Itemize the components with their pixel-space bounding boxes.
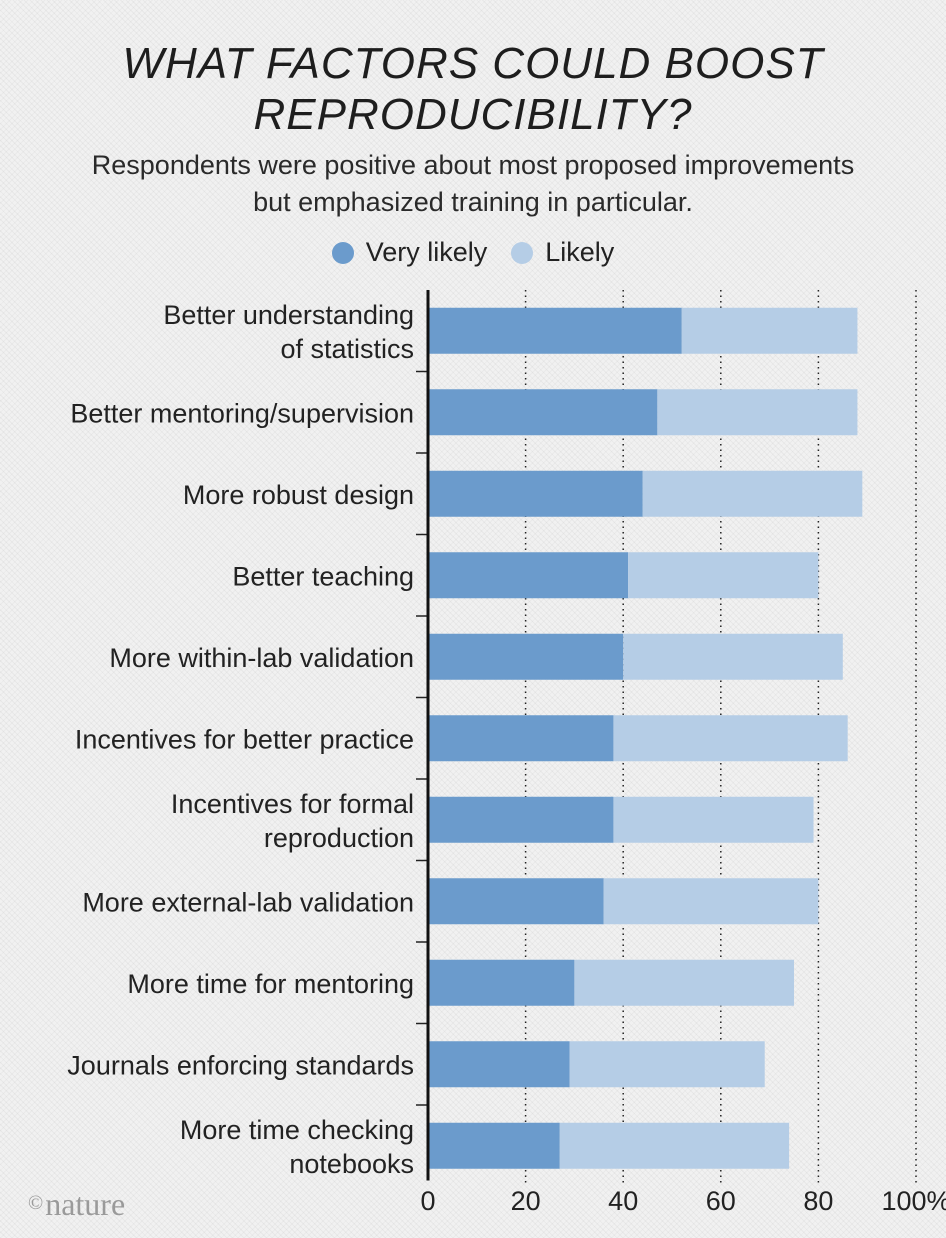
bar-very-likely-journals-enforcing-standards: [428, 1041, 570, 1088]
bar-very-likely-more-external-lab-validation: [428, 878, 604, 925]
x-tick-label-20: 20: [511, 1186, 541, 1216]
bar-likely-more-external-lab-validation: [603, 878, 819, 925]
bar-likely-better-mentoring-supervision: [657, 389, 858, 436]
x-tick-label-40: 40: [608, 1186, 638, 1216]
bar-likely-more-within-lab-validation: [623, 633, 843, 680]
bar-very-likely-better-understanding-of-statistics: [428, 307, 682, 354]
bar-very-likely-better-teaching: [428, 552, 629, 599]
category-label-11-line-1: More time checking: [180, 1115, 414, 1145]
x-tick-label-100: 100%: [881, 1186, 946, 1216]
legend-swatch-likely: [511, 241, 534, 264]
x-tick-label-80: 80: [803, 1186, 833, 1216]
chart-title-line-2: REPRODUCIBILITY?: [253, 90, 693, 139]
category-label-11-line-2: notebooks: [289, 1149, 414, 1179]
x-tick-label-0: 0: [420, 1186, 435, 1216]
chart-subtitle-line-1: Respondents were positive about most pro…: [91, 150, 855, 180]
bar-likely-incentives-for-formal-reproduction: [613, 796, 814, 843]
category-label-4: Better teaching: [232, 561, 414, 591]
bar-very-likely-more-time-checking-notebooks: [428, 1122, 560, 1169]
nature-logo: ©nature: [28, 1186, 125, 1223]
category-label-7-line-1: Incentives for formal: [171, 789, 414, 819]
legend-swatch-very-likely: [331, 241, 354, 264]
category-label-8: More external-lab validation: [82, 887, 414, 917]
bar-likely-more-time-checking-notebooks: [559, 1122, 790, 1169]
category-label-5: More within-lab validation: [109, 643, 414, 673]
chart-legend: Very likely Likely: [0, 237, 946, 268]
bar-very-likely-incentives-for-better-practice: [428, 715, 614, 762]
category-label-3: More robust design: [183, 480, 414, 510]
category-label-10: Journals enforcing standards: [67, 1050, 414, 1080]
legend-item-very-likely: Very likely: [331, 237, 488, 268]
bar-likely-better-understanding-of-statistics: [681, 307, 858, 354]
chart-subtitle: Respondents were positive about most pro…: [0, 147, 946, 221]
bar-likely-more-time-for-mentoring: [574, 959, 794, 1006]
category-label-7-line-2: reproduction: [264, 823, 414, 853]
bar-likely-better-teaching: [628, 552, 819, 599]
bar-likely-more-robust-design: [642, 470, 863, 517]
x-tick-label-60: 60: [706, 1186, 736, 1216]
legend-item-likely: Likely: [511, 237, 614, 268]
category-label-1-line-2: of statistics: [280, 334, 414, 364]
legend-label-likely: Likely: [545, 237, 615, 267]
bar-very-likely-incentives-for-formal-reproduction: [428, 796, 614, 843]
chart-subtitle-line-2: but emphasized training in particular.: [253, 187, 693, 217]
copyright-symbol: ©: [28, 1192, 44, 1214]
category-label-2: Better mentoring/supervision: [70, 398, 414, 428]
bar-very-likely-more-robust-design: [428, 470, 643, 517]
nature-logo-text: nature: [45, 1186, 126, 1222]
chart-title-line-1: WHAT FACTORS COULD BOOST: [122, 39, 824, 88]
bar-very-likely-better-mentoring-supervision: [428, 389, 658, 436]
bar-likely-journals-enforcing-standards: [569, 1041, 765, 1088]
bar-very-likely-more-within-lab-validation: [428, 633, 624, 680]
category-label-9: More time for mentoring: [127, 969, 414, 999]
bar-likely-incentives-for-better-practice: [613, 715, 848, 762]
bar-very-likely-more-time-for-mentoring: [428, 959, 575, 1006]
legend-label-very-likely: Very likely: [365, 237, 488, 267]
category-label-1-line-1: Better understanding: [163, 300, 414, 330]
category-label-6: Incentives for better practice: [75, 724, 414, 754]
chart-title: WHAT FACTORS COULD BOOST REPRODUCIBILITY…: [0, 38, 946, 140]
